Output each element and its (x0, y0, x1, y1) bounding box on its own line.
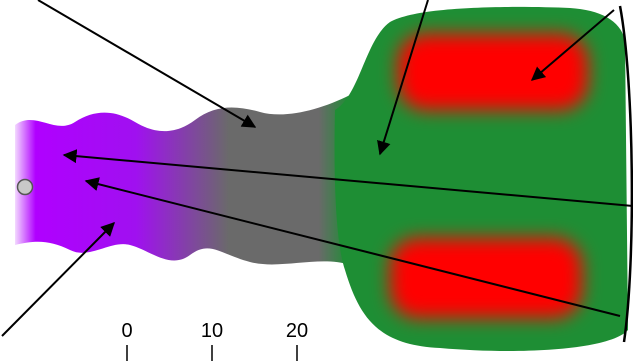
scale-label: 10 (201, 320, 223, 342)
scale-label: 20 (286, 320, 308, 342)
scale: 0 10 20 (121, 320, 308, 361)
arrow (38, 0, 255, 127)
red-region (390, 238, 582, 318)
scale-label: 0 (121, 320, 132, 342)
diagram: 0 10 20 (0, 0, 633, 361)
red-region (398, 34, 588, 110)
source-point (18, 180, 33, 195)
wavy-band (15, 95, 350, 265)
